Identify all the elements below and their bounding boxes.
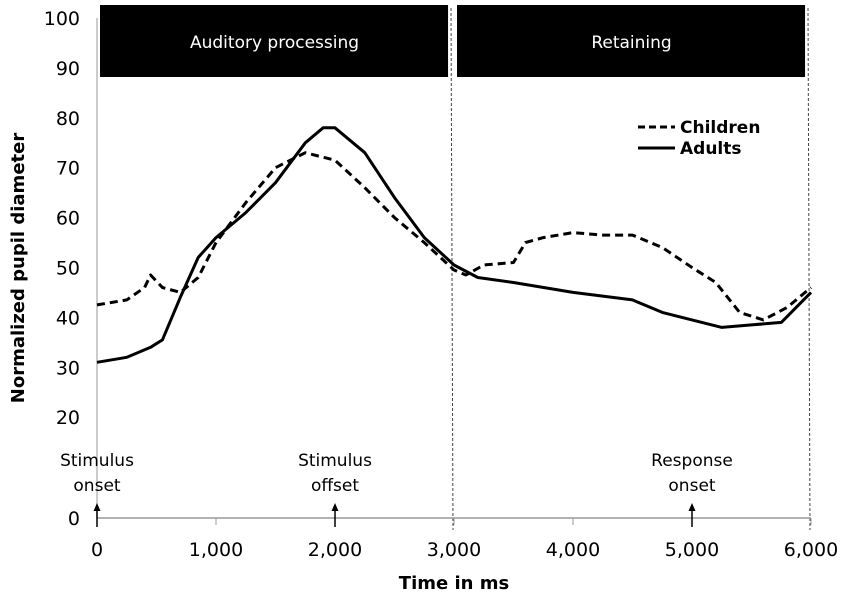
y-tick-label: 60	[56, 208, 80, 230]
x-tick-label: 3,000	[427, 539, 481, 561]
legend: Children Adults	[638, 118, 760, 159]
annotation-line2: offset	[311, 476, 359, 496]
y-tick-label: 0	[68, 508, 80, 530]
x-tick-label: 2,000	[308, 539, 362, 561]
phase-band	[100, 5, 449, 77]
y-tick-label: 30	[56, 357, 80, 379]
annotation-line1: Stimulus	[60, 451, 134, 471]
y-tick-label: 20	[56, 407, 80, 429]
phase-band	[457, 5, 806, 77]
legend-label-adults: Adults	[680, 139, 742, 159]
y-tick-label: 80	[56, 108, 80, 130]
phase-boundary-line	[807, 7, 811, 531]
y-tick-label: 40	[56, 307, 80, 329]
x-axis-label: Time in ms	[399, 573, 509, 594]
arrow-up-icon	[331, 503, 339, 511]
phase-label: Retaining	[591, 33, 671, 53]
arrow-up-icon	[93, 503, 101, 511]
annotation-line1: Stimulus	[298, 451, 372, 471]
phase-label: Auditory processing	[190, 33, 359, 53]
x-tick-label: 5,000	[665, 539, 719, 561]
y-tick-label: 100	[44, 8, 80, 30]
annotation-line2: onset	[73, 476, 120, 496]
x-tick-label: 4,000	[546, 539, 600, 561]
series-children-line	[96, 151, 812, 322]
series-adults-line	[96, 126, 813, 364]
x-tick-label: 6,000	[784, 539, 838, 561]
legend-label-children: Children	[680, 118, 760, 138]
y-tick-label: 90	[56, 58, 80, 80]
annotation-line2: onset	[668, 476, 715, 496]
y-tick-label: 70	[56, 158, 80, 180]
y-tick-label: 50	[56, 258, 80, 280]
x-tick-label: 1,000	[189, 539, 243, 561]
arrow-up-icon	[688, 503, 696, 511]
x-tick-label: 0	[91, 539, 103, 561]
y-axis-label: Normalized pupil diameter	[8, 133, 29, 404]
annotation-line1: Response	[651, 451, 733, 471]
